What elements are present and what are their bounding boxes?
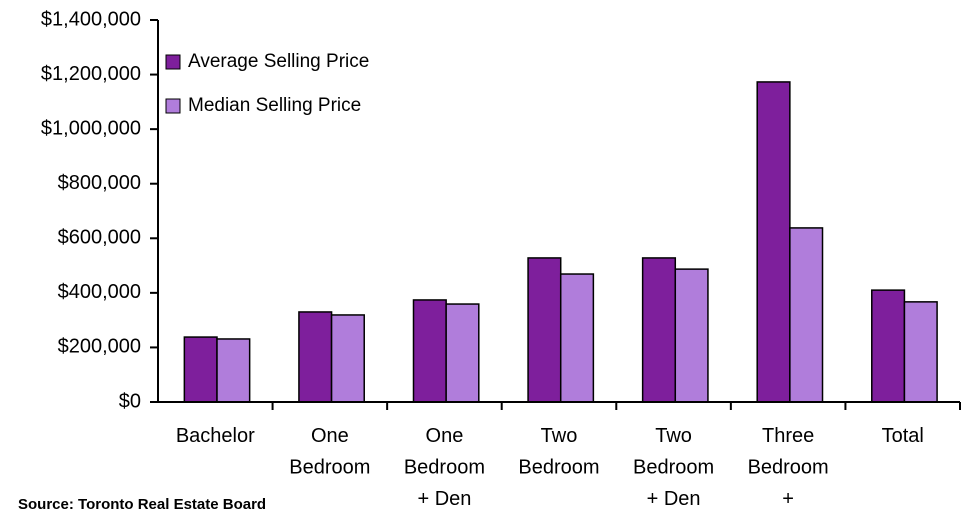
bar <box>298 311 333 403</box>
x-tick-label: One Bedroom + Den <box>404 425 485 510</box>
bar <box>903 301 938 403</box>
legend-swatch <box>165 54 181 70</box>
y-tick-label: $1,200,000 <box>41 63 141 85</box>
bar <box>183 336 218 403</box>
bar <box>330 314 365 403</box>
x-tick-label: One Bedroom <box>289 425 370 479</box>
x-tick-label: Two Bedroom <box>518 425 599 479</box>
y-tick-label: $1,000,000 <box>41 117 141 139</box>
bar <box>871 289 906 403</box>
bar <box>789 227 824 403</box>
bar <box>674 268 709 403</box>
y-tick-label: $0 <box>119 390 141 412</box>
bar <box>412 299 447 403</box>
legend-swatch <box>165 98 181 114</box>
bar <box>559 273 595 403</box>
x-tick-label: Bachelor <box>176 425 255 447</box>
bar <box>445 303 480 403</box>
source-note: Source: Toronto Real Estate Board <box>18 496 266 513</box>
bar <box>527 257 562 403</box>
y-tick-label: $1,400,000 <box>41 8 141 30</box>
legend-label: Average Selling Price <box>188 51 369 72</box>
legend-label: Median Selling Price <box>188 95 361 116</box>
y-tick-label: $600,000 <box>58 227 141 249</box>
bar <box>756 81 791 403</box>
x-tick-label: Two Bedroom + Den <box>633 425 714 510</box>
bar <box>216 338 251 403</box>
y-tick-label: $400,000 <box>58 281 141 303</box>
x-tick-label: Total <box>882 425 924 447</box>
y-tick-label: $200,000 <box>58 336 141 358</box>
bar <box>641 257 677 403</box>
x-tick-label: Three Bedroom + <box>748 425 829 510</box>
y-tick-label: $800,000 <box>58 172 141 194</box>
